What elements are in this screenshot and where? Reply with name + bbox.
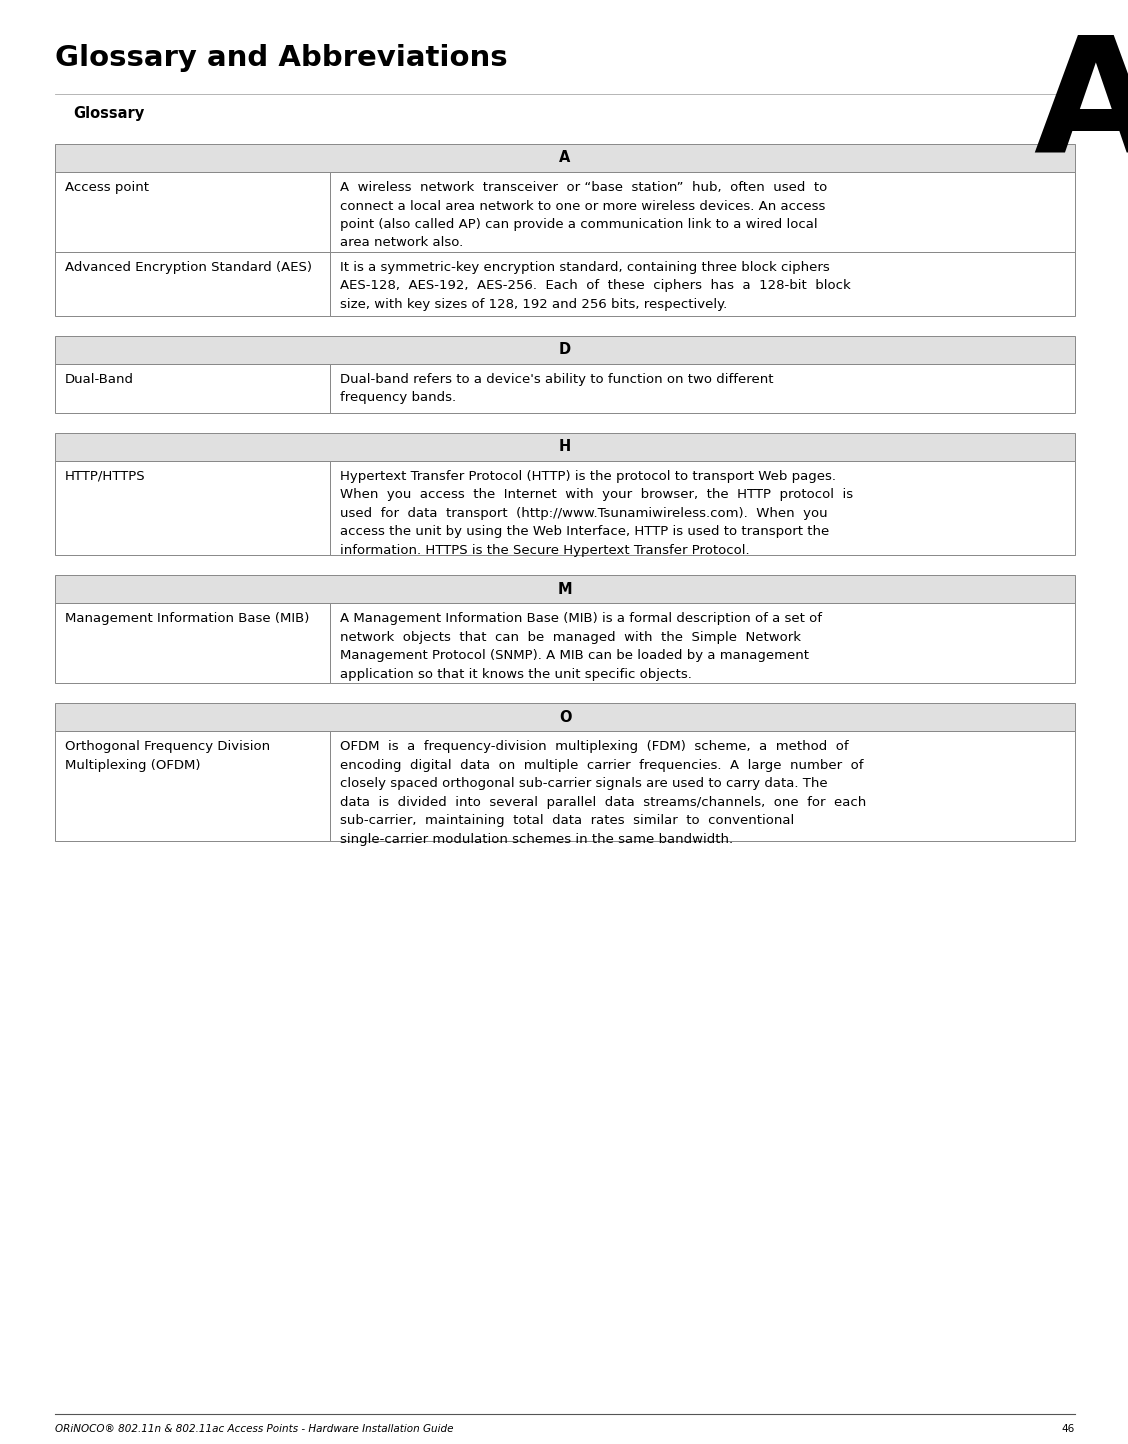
Bar [55,731,331,842]
Text: 46: 46 [1061,1424,1075,1434]
Bar [55,576,1075,604]
Bar [55,604,331,683]
Text: ORiNOCO® 802.11n & 802.11ac Access Points - Hardware Installation Guide: ORiNOCO® 802.11n & 802.11ac Access Point… [55,1424,453,1434]
Text: A: A [559,150,571,166]
Bar [331,172,1075,251]
Bar [55,251,331,316]
Bar [331,251,1075,316]
Text: D: D [559,342,571,357]
Text: HTTP/HTTPS: HTTP/HTTPS [65,469,146,482]
Text: A Management Information Base (MIB) is a formal description of a set of
network : A Management Information Base (MIB) is a… [340,612,822,682]
Bar [331,604,1075,683]
Text: A: A [1033,29,1128,183]
Bar [55,703,1075,731]
Text: O: O [558,709,571,725]
Text: Access point: Access point [65,180,149,193]
Text: Dual-band refers to a device's ability to function on two different
frequency ba: Dual-band refers to a device's ability t… [340,373,774,404]
Text: Advanced Encryption Standard (AES): Advanced Encryption Standard (AES) [65,260,312,273]
Bar [55,336,1075,364]
Bar [331,364,1075,413]
Text: OFDM  is  a  frequency-division  multiplexing  (FDM)  scheme,  a  method  of
enc: OFDM is a frequency-division multiplexin… [340,739,866,846]
Bar [55,144,1075,172]
Bar [55,172,331,251]
Text: M: M [557,582,572,596]
Text: Management Information Base (MIB): Management Information Base (MIB) [65,612,309,625]
Bar [55,364,331,413]
Bar [331,731,1075,842]
Text: Hypertext Transfer Protocol (HTTP) is the protocol to transport Web pages.
When : Hypertext Transfer Protocol (HTTP) is th… [340,469,853,556]
Text: Orthogonal Frequency Division
Multiplexing (OFDM): Orthogonal Frequency Division Multiplexi… [65,739,270,771]
Text: A  wireless  network  transceiver  or “base  station”  hub,  often  used  to
con: A wireless network transceiver or “base … [340,180,827,250]
Bar [55,461,331,556]
Bar [55,433,1075,461]
Text: Dual-Band: Dual-Band [65,373,134,386]
Bar [331,461,1075,556]
Text: Glossary: Glossary [73,105,144,121]
Text: Glossary and Abbreviations: Glossary and Abbreviations [55,43,508,72]
Text: It is a symmetric-key encryption standard, containing three block ciphers
AES-12: It is a symmetric-key encryption standar… [340,260,851,310]
Text: H: H [558,439,571,453]
